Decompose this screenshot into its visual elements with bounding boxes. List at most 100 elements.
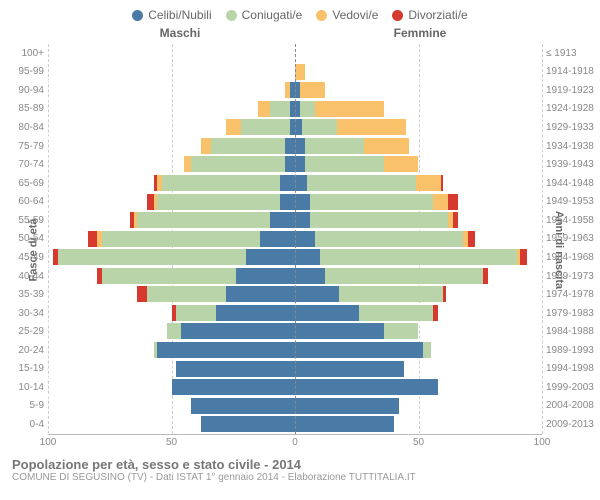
female-bar bbox=[295, 361, 404, 377]
birth-year-label: 1919-1923 bbox=[546, 85, 600, 96]
legend-label: Coniugati/e bbox=[242, 8, 303, 22]
plot-area: 100+≤ 191395-991914-191890-941919-192385… bbox=[48, 44, 542, 434]
male-bar bbox=[130, 212, 295, 228]
bar-segment bbox=[102, 268, 235, 284]
bar-segment bbox=[483, 268, 488, 284]
female-bar bbox=[295, 119, 406, 135]
birth-year-label: 1964-1968 bbox=[546, 252, 600, 263]
age-label: 55-59 bbox=[4, 215, 44, 226]
bar-segment bbox=[211, 138, 285, 154]
legend-item: Divorziati/e bbox=[392, 8, 467, 22]
female-bar bbox=[295, 156, 418, 172]
male-bar bbox=[172, 379, 296, 395]
bar-segment bbox=[226, 286, 295, 302]
bar-segment bbox=[302, 119, 337, 135]
age-label: 0-4 bbox=[4, 419, 44, 430]
age-label: 15-19 bbox=[4, 363, 44, 374]
age-label: 30-34 bbox=[4, 308, 44, 319]
x-tick-label: 50 bbox=[413, 437, 424, 448]
birth-year-label: 1974-1978 bbox=[546, 289, 600, 300]
bar-segment bbox=[305, 156, 384, 172]
age-label: 5-9 bbox=[4, 400, 44, 411]
bar-segment bbox=[167, 323, 182, 339]
birth-year-label: 1954-1958 bbox=[546, 215, 600, 226]
bar-segment bbox=[337, 119, 406, 135]
bar-segment bbox=[364, 138, 408, 154]
male-bar bbox=[201, 138, 295, 154]
bar-segment bbox=[315, 101, 384, 117]
bar-segment bbox=[184, 156, 191, 172]
female-bar bbox=[295, 82, 325, 98]
birth-year-label: 1994-1998 bbox=[546, 363, 600, 374]
male-bar bbox=[147, 194, 295, 210]
female-bar bbox=[295, 249, 527, 265]
birth-year-label: 1939-1943 bbox=[546, 159, 600, 170]
bar-segment bbox=[157, 342, 295, 358]
female-bar bbox=[295, 323, 418, 339]
legend-item: Coniugati/e bbox=[226, 8, 303, 22]
bar-segment bbox=[307, 175, 416, 191]
birth-year-label: 1989-1993 bbox=[546, 345, 600, 356]
bar-segment bbox=[216, 305, 295, 321]
legend-swatch bbox=[226, 10, 237, 21]
birth-year-label: 1914-1918 bbox=[546, 66, 600, 77]
bar-segment bbox=[448, 194, 458, 210]
bar-segment bbox=[295, 323, 384, 339]
age-label: 35-39 bbox=[4, 289, 44, 300]
age-label: 20-24 bbox=[4, 345, 44, 356]
footer-title: Popolazione per età, sesso e stato civil… bbox=[12, 457, 600, 472]
bar-segment bbox=[102, 231, 260, 247]
bar-segment bbox=[295, 119, 302, 135]
birth-year-label: 1959-1963 bbox=[546, 233, 600, 244]
bar-segment bbox=[325, 268, 483, 284]
bar-segment bbox=[433, 305, 438, 321]
population-pyramid-chart: Celibi/NubiliConiugati/eVedovi/eDivorzia… bbox=[0, 0, 600, 500]
bar-segment bbox=[295, 249, 320, 265]
gender-female-label: Femmine bbox=[300, 26, 600, 40]
bar-segment bbox=[295, 286, 339, 302]
bar-segment bbox=[157, 194, 281, 210]
bar-segment bbox=[443, 286, 445, 302]
x-axis: 10050050100 bbox=[48, 434, 542, 453]
birth-year-label: 1929-1933 bbox=[546, 122, 600, 133]
male-bar bbox=[167, 323, 295, 339]
gender-male-label: Maschi bbox=[0, 26, 300, 40]
bar-segment bbox=[300, 82, 325, 98]
bar-segment bbox=[280, 194, 295, 210]
gender-labels: Maschi Femmine bbox=[0, 24, 600, 44]
male-bar bbox=[154, 175, 295, 191]
bar-segment bbox=[58, 249, 246, 265]
bar-segment bbox=[172, 379, 296, 395]
bar-segment bbox=[320, 249, 518, 265]
age-label: 80-84 bbox=[4, 122, 44, 133]
bar-segment bbox=[468, 231, 475, 247]
bar-segment bbox=[441, 175, 443, 191]
bar-segment bbox=[285, 138, 295, 154]
bar-segment bbox=[285, 156, 295, 172]
birth-year-label: 1979-1983 bbox=[546, 308, 600, 319]
female-bar bbox=[295, 398, 399, 414]
age-label: 75-79 bbox=[4, 141, 44, 152]
male-bar bbox=[97, 268, 295, 284]
bar-segment bbox=[280, 175, 295, 191]
x-tick-label: 0 bbox=[292, 437, 298, 448]
bar-segment bbox=[453, 212, 458, 228]
age-label: 65-69 bbox=[4, 178, 44, 189]
bar-segment bbox=[162, 175, 281, 191]
male-bar bbox=[137, 286, 295, 302]
bar-segment bbox=[147, 286, 226, 302]
age-label: 100+ bbox=[4, 48, 44, 59]
bar-segment bbox=[520, 249, 527, 265]
bar-segment bbox=[270, 212, 295, 228]
legend-item: Celibi/Nubili bbox=[132, 8, 211, 22]
bar-segment bbox=[147, 194, 154, 210]
age-label: 95-99 bbox=[4, 66, 44, 77]
bar-segment bbox=[295, 379, 438, 395]
bar-segment bbox=[137, 212, 270, 228]
bar-segment bbox=[310, 194, 434, 210]
bar-segment bbox=[246, 249, 295, 265]
female-bar bbox=[295, 175, 443, 191]
age-label: 45-49 bbox=[4, 252, 44, 263]
age-label: 10-14 bbox=[4, 382, 44, 393]
female-bar bbox=[295, 268, 488, 284]
